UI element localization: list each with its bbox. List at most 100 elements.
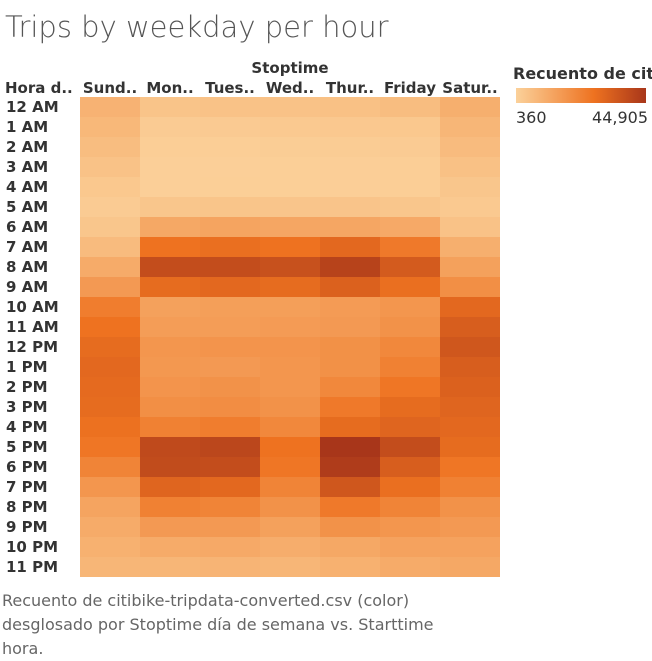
heatmap-cell[interactable]	[140, 537, 200, 557]
heatmap-cell[interactable]	[140, 397, 200, 417]
heatmap-cell[interactable]	[260, 557, 320, 577]
heatmap-cell[interactable]	[260, 317, 320, 337]
heatmap-cell[interactable]	[200, 437, 260, 457]
heatmap-cell[interactable]	[380, 437, 440, 457]
heatmap-cell[interactable]	[380, 97, 440, 117]
heatmap-cell[interactable]	[200, 237, 260, 257]
heatmap-cell[interactable]	[320, 257, 380, 277]
heatmap-cell[interactable]	[140, 157, 200, 177]
heatmap-cell[interactable]	[140, 337, 200, 357]
heatmap-cell[interactable]	[80, 457, 140, 477]
heatmap-cell[interactable]	[80, 317, 140, 337]
heatmap-cell[interactable]	[380, 257, 440, 277]
heatmap-cell[interactable]	[200, 457, 260, 477]
heatmap-cell[interactable]	[260, 197, 320, 217]
heatmap-cell[interactable]	[320, 137, 380, 157]
heatmap-cell[interactable]	[260, 357, 320, 377]
heatmap-cell[interactable]	[440, 177, 500, 197]
heatmap-cell[interactable]	[200, 397, 260, 417]
heatmap-cell[interactable]	[200, 337, 260, 357]
heatmap-cell[interactable]	[320, 237, 380, 257]
heatmap-cell[interactable]	[140, 317, 200, 337]
heatmap-cell[interactable]	[320, 157, 380, 177]
heatmap-cell[interactable]	[80, 217, 140, 237]
heatmap-cell[interactable]	[200, 197, 260, 217]
heatmap-cell[interactable]	[260, 157, 320, 177]
heatmap-cell[interactable]	[380, 457, 440, 477]
heatmap-cell[interactable]	[320, 277, 380, 297]
heatmap-cell[interactable]	[200, 117, 260, 137]
heatmap-cell[interactable]	[140, 437, 200, 457]
heatmap-cell[interactable]	[80, 117, 140, 137]
heatmap-cell[interactable]	[80, 397, 140, 417]
heatmap-cell[interactable]	[380, 497, 440, 517]
heatmap-cell[interactable]	[200, 497, 260, 517]
heatmap-cell[interactable]	[260, 297, 320, 317]
heatmap-cell[interactable]	[200, 557, 260, 577]
heatmap-cell[interactable]	[260, 417, 320, 437]
heatmap-cell[interactable]	[80, 437, 140, 457]
heatmap-cell[interactable]	[200, 357, 260, 377]
heatmap-cell[interactable]	[80, 337, 140, 357]
heatmap-cell[interactable]	[80, 97, 140, 117]
heatmap-cell[interactable]	[320, 457, 380, 477]
heatmap-cell[interactable]	[320, 197, 380, 217]
heatmap-cell[interactable]	[320, 537, 380, 557]
heatmap-cell[interactable]	[80, 137, 140, 157]
heatmap-cell[interactable]	[200, 277, 260, 297]
heatmap-cell[interactable]	[200, 157, 260, 177]
heatmap-cell[interactable]	[380, 517, 440, 537]
heatmap-cell[interactable]	[260, 377, 320, 397]
heatmap-cell[interactable]	[320, 297, 380, 317]
heatmap-cell[interactable]	[380, 357, 440, 377]
heatmap-cell[interactable]	[260, 477, 320, 497]
heatmap-cell[interactable]	[140, 477, 200, 497]
heatmap-cell[interactable]	[140, 497, 200, 517]
heatmap-cell[interactable]	[260, 277, 320, 297]
heatmap-cell[interactable]	[140, 277, 200, 297]
heatmap-cell[interactable]	[200, 517, 260, 537]
heatmap-cell[interactable]	[320, 497, 380, 517]
heatmap-cell[interactable]	[380, 237, 440, 257]
heatmap-cell[interactable]	[140, 417, 200, 437]
heatmap-cell[interactable]	[260, 437, 320, 457]
heatmap-cell[interactable]	[380, 397, 440, 417]
heatmap-cell[interactable]	[140, 377, 200, 397]
heatmap-cell[interactable]	[380, 117, 440, 137]
heatmap-cell[interactable]	[80, 537, 140, 557]
heatmap-cell[interactable]	[320, 477, 380, 497]
heatmap-cell[interactable]	[380, 197, 440, 217]
heatmap-cell[interactable]	[140, 177, 200, 197]
heatmap-cell[interactable]	[380, 297, 440, 317]
heatmap-cell[interactable]	[80, 197, 140, 217]
heatmap-cell[interactable]	[140, 557, 200, 577]
heatmap-cell[interactable]	[440, 117, 500, 137]
heatmap-cell[interactable]	[260, 217, 320, 237]
heatmap-cell[interactable]	[80, 377, 140, 397]
heatmap-cell[interactable]	[440, 137, 500, 157]
heatmap-cell[interactable]	[440, 457, 500, 477]
heatmap-cell[interactable]	[80, 257, 140, 277]
heatmap-cell[interactable]	[440, 497, 500, 517]
heatmap-cell[interactable]	[260, 457, 320, 477]
heatmap-cell[interactable]	[200, 377, 260, 397]
heatmap-cell[interactable]	[320, 117, 380, 137]
heatmap-cell[interactable]	[260, 177, 320, 197]
heatmap-cell[interactable]	[380, 557, 440, 577]
heatmap-cell[interactable]	[440, 237, 500, 257]
heatmap-cell[interactable]	[440, 357, 500, 377]
heatmap-cell[interactable]	[260, 337, 320, 357]
heatmap-cell[interactable]	[440, 437, 500, 457]
heatmap-cell[interactable]	[440, 417, 500, 437]
heatmap-cell[interactable]	[140, 257, 200, 277]
heatmap-cell[interactable]	[260, 97, 320, 117]
heatmap-cell[interactable]	[320, 557, 380, 577]
heatmap-cell[interactable]	[200, 137, 260, 157]
heatmap-cell[interactable]	[140, 117, 200, 137]
heatmap-cell[interactable]	[380, 277, 440, 297]
heatmap-cell[interactable]	[380, 417, 440, 437]
heatmap-cell[interactable]	[200, 177, 260, 197]
heatmap-cell[interactable]	[380, 317, 440, 337]
heatmap-cell[interactable]	[260, 137, 320, 157]
heatmap-cell[interactable]	[320, 517, 380, 537]
